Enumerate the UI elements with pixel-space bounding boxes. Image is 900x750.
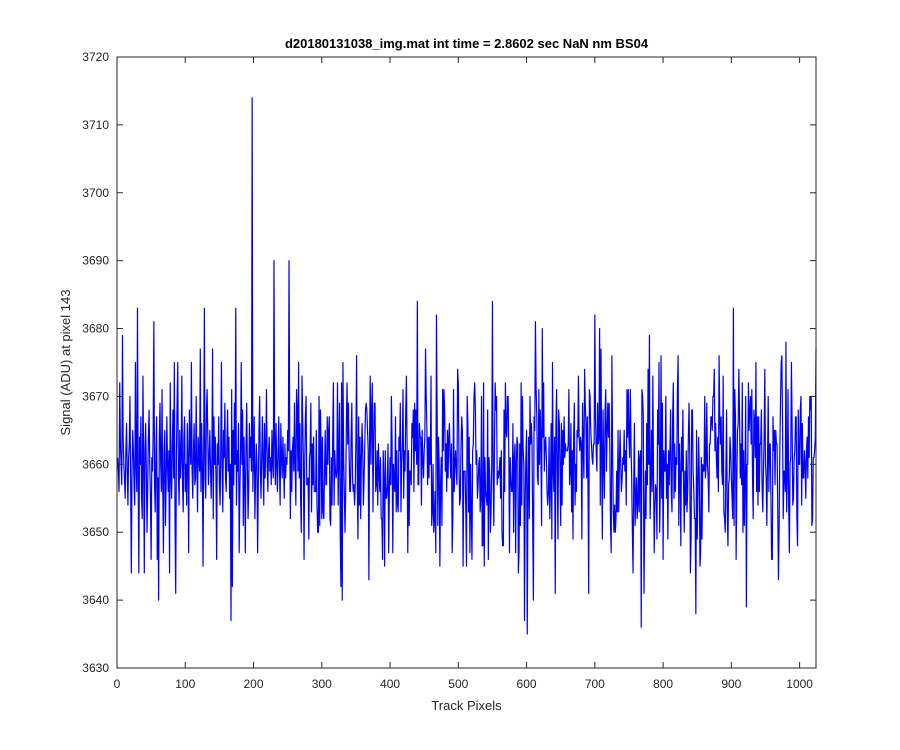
x-tick-label: 1000 bbox=[786, 677, 813, 691]
y-tick-label: 3670 bbox=[82, 389, 109, 403]
x-tick-label: 800 bbox=[653, 677, 673, 691]
y-tick-label: 3650 bbox=[82, 525, 109, 539]
x-tick-label: 700 bbox=[585, 677, 605, 691]
x-tick-label: 200 bbox=[244, 677, 264, 691]
y-tick-label: 3640 bbox=[82, 593, 109, 607]
x-tick-label: 0 bbox=[114, 677, 121, 691]
y-tick-label: 3710 bbox=[82, 118, 109, 132]
y-tick-label: 3680 bbox=[82, 322, 109, 336]
x-tick-label: 900 bbox=[721, 677, 741, 691]
y-axis-label: Signal (ADU) at pixel 143 bbox=[58, 290, 73, 436]
y-tick-label: 3700 bbox=[82, 186, 109, 200]
x-tick-label: 500 bbox=[448, 677, 468, 691]
chart-title: d20180131038_img.mat int time = 2.8602 s… bbox=[285, 36, 649, 51]
x-tick-label: 300 bbox=[312, 677, 332, 691]
y-tick-label: 3660 bbox=[82, 457, 109, 471]
x-tick-label: 100 bbox=[175, 677, 195, 691]
x-tick-label: 400 bbox=[380, 677, 400, 691]
series-layer bbox=[117, 97, 817, 635]
x-axis-label: Track Pixels bbox=[431, 698, 502, 713]
plot-frame bbox=[116, 56, 817, 669]
signal-series-line bbox=[117, 97, 817, 635]
y-tick-label: 3690 bbox=[82, 254, 109, 268]
tick-layer: 0 100 200 300 400 500 600 700 800 900 1000 3630 3640… bbox=[82, 50, 816, 691]
y-tick-label: 3720 bbox=[82, 50, 109, 64]
y-tick-label: 3630 bbox=[82, 661, 109, 675]
x-tick-label: 600 bbox=[517, 677, 537, 691]
